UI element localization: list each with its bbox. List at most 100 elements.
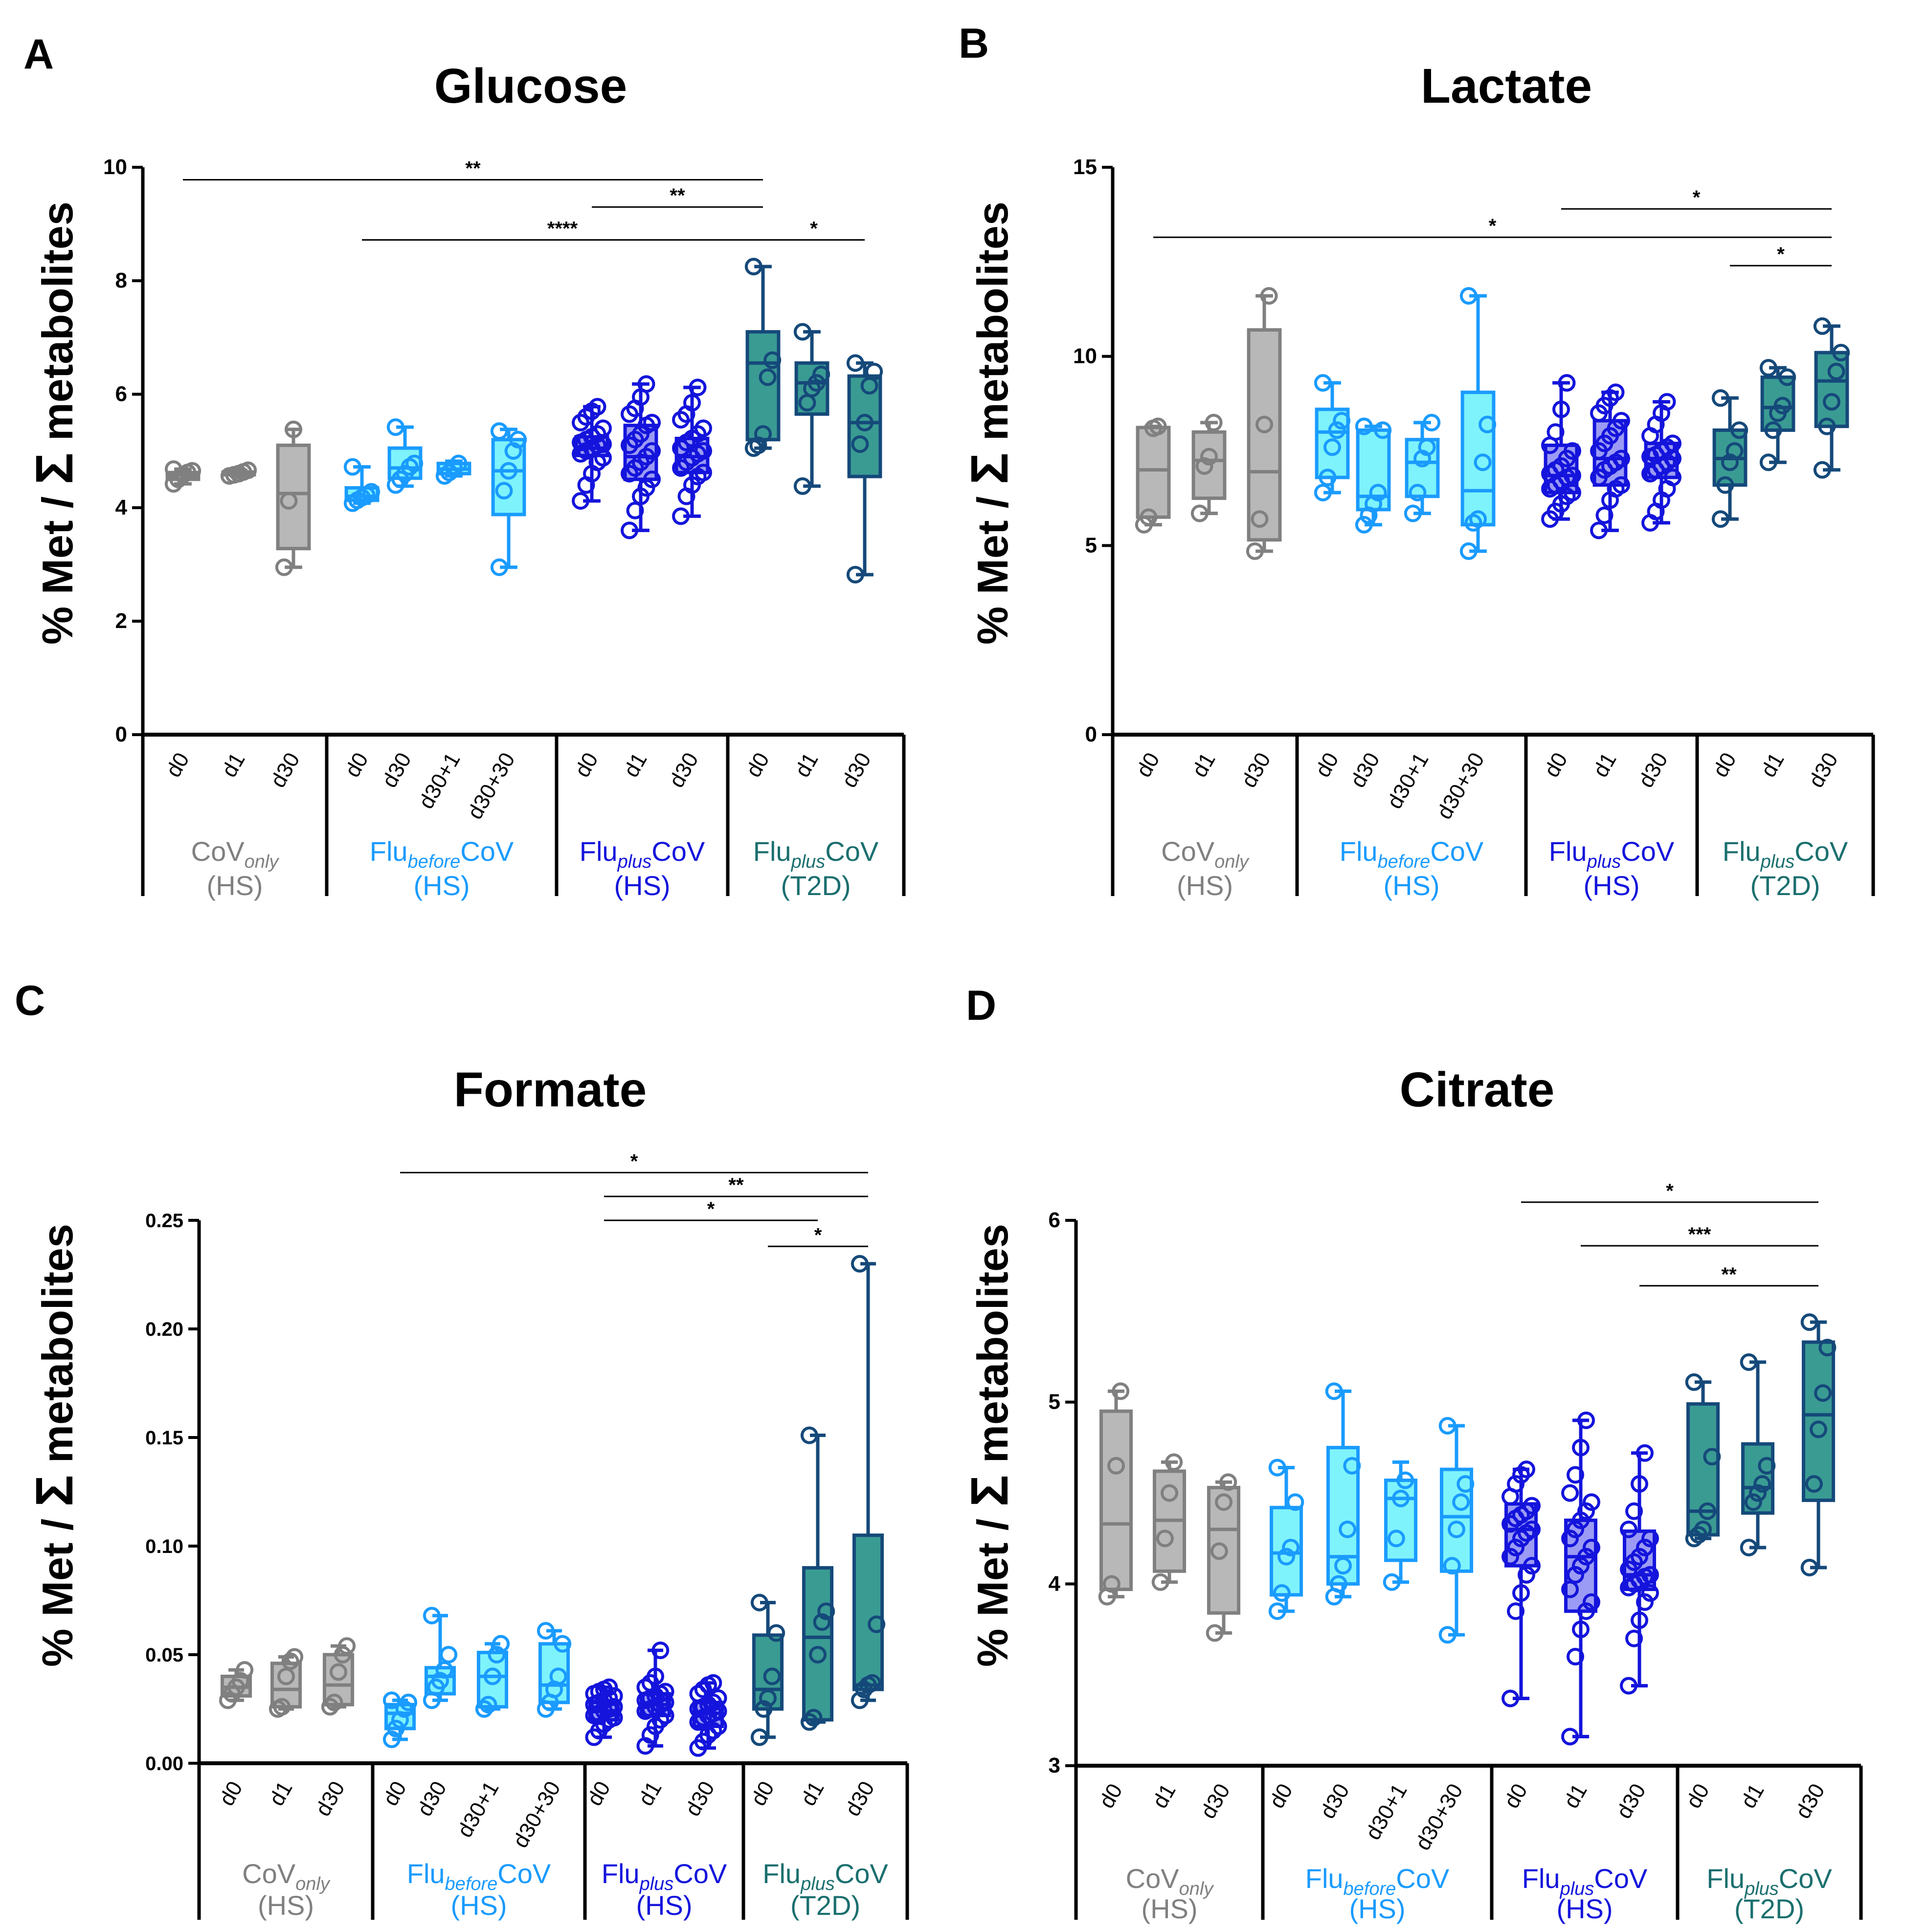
group-label: FluplusCoV <box>762 1858 888 1894</box>
data-point <box>1800 1313 1818 1331</box>
data-point <box>490 422 508 440</box>
group-label: FluplusCoV <box>753 836 879 872</box>
group-label: FluplusCoV <box>1706 1863 1832 1899</box>
data-point <box>1329 1575 1347 1593</box>
data-point <box>1694 1520 1712 1538</box>
group-label: FluplusCoV <box>580 836 705 872</box>
data-point <box>637 375 655 393</box>
data-point <box>1810 1420 1827 1438</box>
data-point <box>744 258 762 275</box>
box-iqr <box>276 443 311 551</box>
data-point <box>1561 1529 1579 1548</box>
data-point <box>1409 484 1427 502</box>
data-point <box>1383 1573 1401 1591</box>
data-point <box>1246 542 1264 560</box>
data-point <box>1319 469 1337 487</box>
group-label-line2: (HS) <box>413 870 470 901</box>
data-point <box>812 365 830 383</box>
data-point <box>1355 417 1373 435</box>
y-tick-label: 6 <box>1049 1208 1060 1232</box>
data-point <box>800 1426 818 1444</box>
data-point <box>423 1607 441 1625</box>
y-tick-label: 0.00 <box>145 1753 183 1775</box>
data-point <box>1625 1629 1643 1647</box>
box-iqr <box>1384 1478 1418 1562</box>
data-point <box>1355 516 1373 534</box>
panel-letter: C <box>15 977 45 1024</box>
data-point <box>1452 1493 1470 1511</box>
significance-label: * <box>810 218 818 239</box>
y-tick-label: 3 <box>1049 1753 1060 1777</box>
panel-a-glucose: A Glucose % Met / Σ metabolites 0246810d… <box>23 31 906 901</box>
data-point <box>1314 374 1332 392</box>
data-point <box>1418 438 1436 456</box>
group-label: FluplusCoV <box>1522 1863 1648 1899</box>
group-label-line2: (HS) <box>206 870 263 901</box>
data-point <box>851 1255 869 1273</box>
data-point <box>1636 1539 1654 1556</box>
panel-letter: A <box>23 31 54 78</box>
data-point <box>594 419 612 437</box>
data-point <box>285 420 302 438</box>
group-label-line2: (HS) <box>1177 870 1233 901</box>
data-point <box>1268 1459 1286 1477</box>
group-label: CoVonly <box>191 836 280 872</box>
data-point <box>1625 1502 1643 1520</box>
data-point <box>1577 1602 1595 1620</box>
data-point <box>846 565 864 584</box>
data-point <box>1563 442 1581 460</box>
data-point <box>1210 1542 1228 1560</box>
data-point <box>1625 1553 1643 1571</box>
data-point <box>1726 442 1744 460</box>
significance-label: * <box>1693 187 1701 208</box>
data-point <box>1404 504 1422 522</box>
y-axis-label: % Met / Σ metabolites <box>960 202 1019 645</box>
data-point <box>343 458 361 476</box>
y-tick-label: 8 <box>115 269 127 292</box>
data-point <box>1818 1339 1837 1357</box>
group-label-line2: (HS) <box>450 1890 507 1921</box>
data-point <box>643 471 661 488</box>
data-point <box>1502 1548 1520 1566</box>
data-point <box>1140 508 1158 526</box>
data-point <box>709 1689 727 1707</box>
data-point <box>1730 421 1748 439</box>
data-point <box>1438 1626 1457 1644</box>
significance-label: *** <box>1688 1224 1711 1245</box>
data-point <box>694 442 712 460</box>
data-point <box>699 1726 717 1744</box>
data-point <box>509 430 527 449</box>
data-point <box>1636 1444 1654 1462</box>
data-point <box>330 1663 347 1681</box>
data-point <box>694 464 712 482</box>
data-point <box>1663 469 1681 487</box>
data-point <box>1161 1484 1178 1502</box>
y-tick-label: 5 <box>1085 533 1097 557</box>
data-point <box>865 362 883 381</box>
y-tick-label: 0.20 <box>145 1319 183 1340</box>
data-point <box>813 1613 831 1631</box>
data-point <box>1813 317 1831 335</box>
data-point <box>767 1624 785 1642</box>
data-point <box>362 483 381 501</box>
data-point <box>1567 1648 1585 1665</box>
group-label: FlubeforeCoV <box>407 1858 551 1894</box>
data-point <box>549 1667 567 1685</box>
y-tick-label: 6 <box>115 382 127 406</box>
data-point <box>1334 1557 1352 1575</box>
data-point <box>809 1646 827 1663</box>
data-point <box>1423 414 1441 431</box>
data-point <box>1165 1453 1183 1471</box>
y-tick-label: 4 <box>1049 1572 1061 1595</box>
data-point <box>1255 415 1273 433</box>
data-point <box>763 351 782 369</box>
y-tick-label: 0.15 <box>145 1427 183 1449</box>
data-point <box>1595 506 1614 524</box>
data-point <box>273 1698 291 1716</box>
data-point <box>694 419 712 437</box>
group-label: FluplusCoV <box>602 1858 727 1894</box>
data-point <box>321 1698 339 1716</box>
data-point <box>1195 457 1213 475</box>
y-tick-label: 0.10 <box>145 1536 183 1557</box>
data-point <box>405 454 424 472</box>
